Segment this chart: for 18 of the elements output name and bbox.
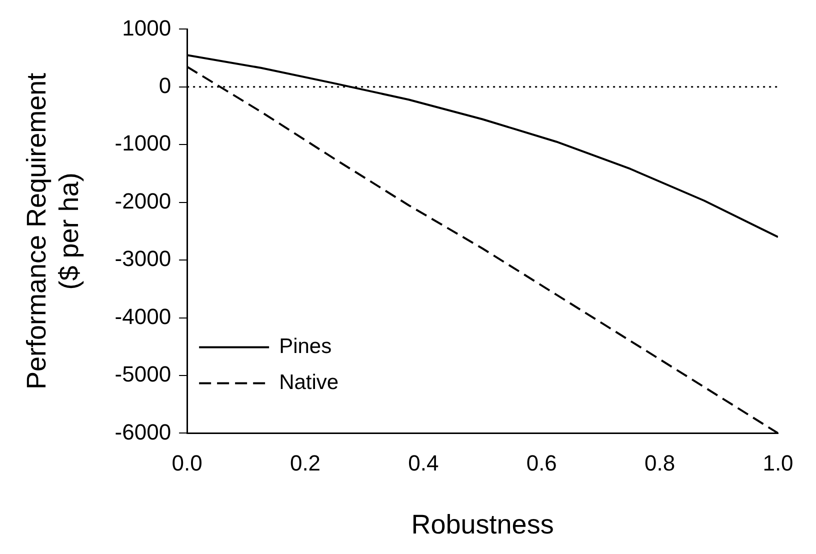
x-tick-label: 0.6 [526,450,557,476]
x-tick-label: 0.2 [290,450,321,476]
y-tick-label: -5000 [114,362,172,387]
y-tick-label: -6000 [114,419,172,444]
x-axis-title: Robustness [411,509,554,540]
x-tick-label: 0.4 [408,450,439,476]
x-tick-label: 0.0 [172,450,202,476]
y-tick-label: 1000 [122,15,172,40]
legend-label: Pines [279,334,332,358]
legend-label: Native [279,370,339,394]
y-tick-label: 0 [158,72,172,98]
y-tick-label: -3000 [114,246,172,272]
y-tick-label: -4000 [114,304,172,329]
y-tick-label: -1000 [114,130,172,156]
x-tick-label: 0.8 [644,450,676,476]
x-tick-label: 1.0 [762,450,794,476]
y-axis-title: Performance Requirement ($ per ha) [22,72,84,390]
y-tick-label: -2000 [114,188,172,214]
